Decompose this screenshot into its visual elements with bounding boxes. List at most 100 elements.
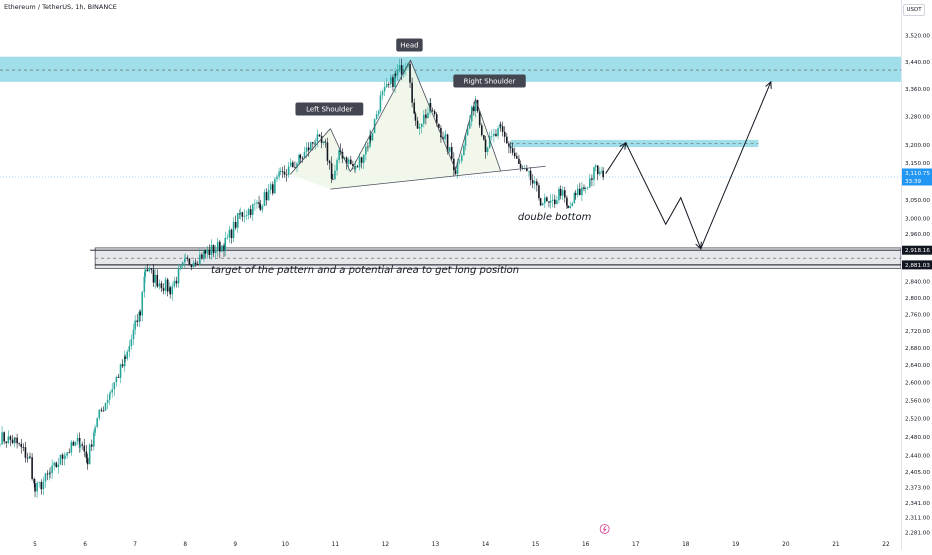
candle-body	[459, 161, 461, 162]
candle-body	[378, 111, 380, 114]
candle-body	[487, 148, 489, 152]
candle-body	[589, 178, 591, 187]
candle-body	[583, 187, 585, 189]
candle-body	[215, 250, 217, 253]
candle-body	[327, 142, 329, 160]
candle-body	[516, 156, 518, 158]
candle-body	[510, 146, 512, 148]
candle-body	[534, 181, 536, 183]
candle-body	[334, 171, 336, 179]
candle-body	[526, 168, 528, 170]
candle-body	[449, 147, 451, 152]
candle-body	[587, 187, 589, 188]
price-label-dark: 2,881.03	[905, 263, 930, 269]
candle-body	[144, 270, 146, 277]
candle-body	[421, 124, 423, 127]
candle-body	[109, 392, 111, 394]
candle-body	[569, 206, 571, 208]
candle-body	[204, 251, 206, 254]
candle-body	[239, 212, 241, 214]
candle-body	[252, 204, 254, 215]
candle-body	[493, 134, 495, 136]
candle-body	[248, 209, 250, 215]
price-tick-label: 2,640.00	[905, 363, 930, 369]
candle-body	[83, 446, 85, 452]
candle-body	[40, 482, 42, 489]
candle-body	[274, 179, 276, 193]
candle-body	[180, 266, 182, 269]
candle-body	[16, 438, 18, 443]
candle-body	[520, 164, 522, 168]
candle-body	[126, 352, 128, 359]
candle-body	[98, 410, 100, 418]
candle-body	[599, 171, 601, 174]
time-tick-label: 15	[532, 542, 540, 548]
candle-body	[167, 280, 169, 292]
candle-body	[116, 377, 118, 382]
price-tick-label: 2,480.00	[905, 435, 930, 441]
candle-body	[417, 121, 419, 129]
event-flash-glyph	[603, 526, 605, 532]
candle-body	[131, 339, 133, 346]
candle-body	[363, 155, 365, 163]
candle-body	[276, 177, 278, 179]
candle-body	[197, 264, 199, 265]
candle-body	[386, 84, 388, 87]
candle-body	[367, 147, 369, 148]
price-tick-label: 3,200.00	[905, 143, 930, 149]
candle-body	[79, 444, 81, 447]
candles-layer	[0, 59, 604, 498]
price-label-dark: 2,918.16	[905, 248, 930, 254]
candle-body	[286, 175, 288, 176]
candle-body	[372, 133, 374, 140]
price-axis[interactable]: 3,520.003,440.003,360.003,280.003,200.00…	[902, 0, 932, 550]
candle-body	[504, 132, 506, 137]
label-right-shoulder: Right Shoulder	[464, 77, 516, 85]
time-tick-label: 7	[133, 542, 137, 548]
price-tick-label: 2,281.00	[905, 531, 930, 537]
candle-body	[34, 483, 36, 491]
candle-body	[256, 202, 258, 203]
candle-body	[585, 188, 587, 189]
time-tick-label: 17	[632, 542, 640, 548]
currency-label[interactable]: USDT	[903, 4, 925, 16]
time-tick-label: 20	[782, 542, 790, 548]
symbol-title[interactable]: Ethereum / TetherUS, 1h, BINANCE	[4, 3, 117, 11]
label-head: Head	[400, 41, 418, 49]
candle-body	[250, 209, 252, 215]
price-tick-label: 3,150.00	[905, 161, 930, 167]
candle-body	[1, 432, 3, 444]
candle-body	[290, 162, 292, 166]
candle-body	[495, 134, 497, 136]
candle-body	[530, 171, 532, 180]
candle-body	[171, 286, 173, 294]
candle-body	[124, 357, 126, 359]
time-tick-label: 10	[282, 542, 290, 548]
candle-body	[105, 403, 107, 411]
candle-body	[122, 364, 124, 366]
candle-body	[399, 65, 401, 70]
candle-body	[483, 135, 485, 139]
candle-body	[189, 259, 191, 265]
candle-body	[288, 166, 290, 175]
candle-body	[300, 155, 302, 158]
candle-body	[331, 163, 333, 179]
candle-body	[325, 142, 327, 143]
candle-body	[229, 230, 231, 238]
time-tick-label: 8	[183, 542, 187, 548]
candle-body	[508, 144, 510, 147]
candle-body	[390, 77, 392, 84]
candle-body	[336, 160, 338, 171]
candle-body	[58, 465, 60, 467]
price-tick-label: 2,600.00	[905, 381, 930, 387]
candle-body	[129, 346, 131, 352]
time-tick-label: 21	[832, 542, 840, 548]
candle-body	[27, 458, 29, 459]
candle-body	[348, 160, 350, 164]
price-tick-label: 2,680.00	[905, 346, 930, 352]
candle-body	[575, 193, 577, 195]
candle-body	[60, 455, 62, 465]
